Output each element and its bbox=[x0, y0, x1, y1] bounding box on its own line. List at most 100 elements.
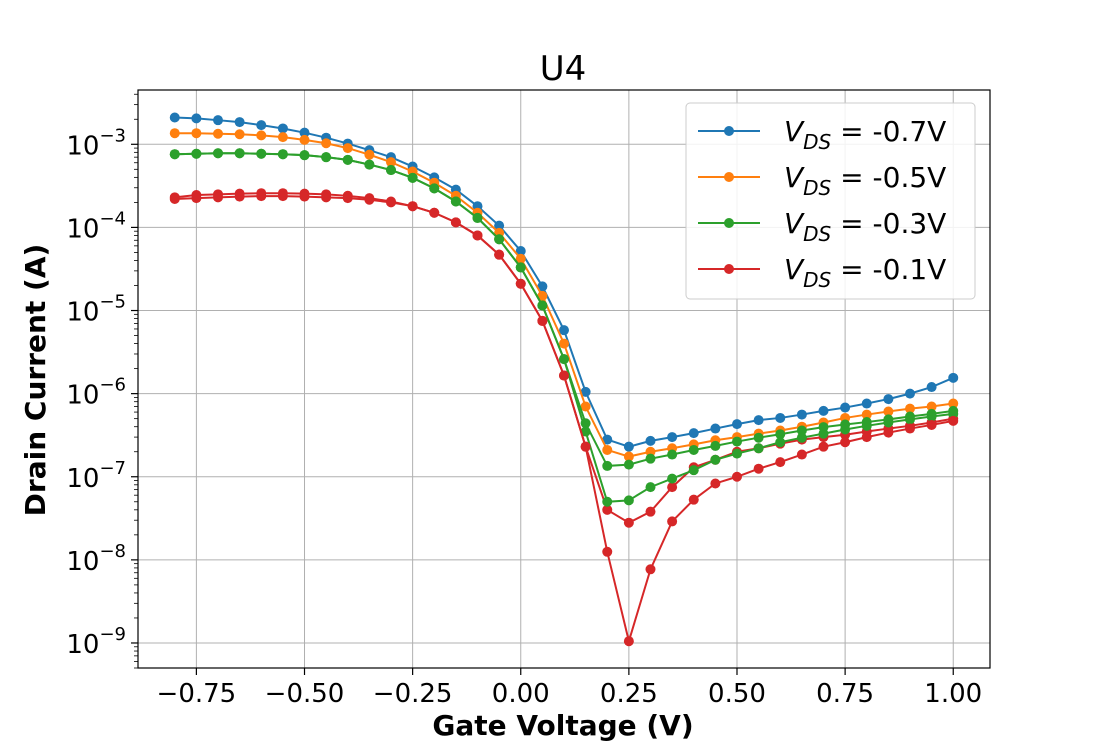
data-point bbox=[840, 424, 851, 435]
data-point bbox=[580, 441, 591, 452]
data-point bbox=[645, 453, 656, 464]
data-point bbox=[667, 449, 678, 460]
data-point bbox=[342, 154, 353, 165]
data-point bbox=[731, 448, 742, 459]
y-tick-label: 10−6 bbox=[66, 375, 126, 411]
y-tick-base: 10 bbox=[66, 381, 99, 411]
data-point bbox=[602, 444, 613, 455]
data-point bbox=[623, 636, 634, 647]
data-point bbox=[537, 315, 548, 326]
data-point bbox=[277, 191, 288, 202]
data-point bbox=[559, 370, 569, 381]
data-point bbox=[602, 504, 613, 515]
data-point bbox=[926, 382, 937, 393]
data-point bbox=[364, 194, 375, 205]
data-point bbox=[429, 183, 440, 194]
data-point bbox=[645, 435, 656, 446]
y-tick-base: 10 bbox=[66, 131, 99, 161]
data-point bbox=[645, 564, 656, 575]
data-point bbox=[559, 325, 569, 336]
data-point bbox=[256, 148, 267, 159]
legend-item: VDS = -0.5V bbox=[698, 161, 946, 200]
data-point bbox=[472, 212, 483, 223]
data-point bbox=[191, 113, 202, 124]
data-point bbox=[191, 128, 202, 139]
data-point bbox=[234, 191, 245, 202]
data-point bbox=[926, 401, 937, 412]
data-point bbox=[688, 444, 699, 455]
data-point bbox=[515, 278, 526, 289]
data-point bbox=[213, 115, 224, 126]
x-axis-title: Gate Voltage (V) bbox=[432, 709, 693, 742]
data-point bbox=[537, 281, 548, 292]
ticks-layer: −0.75 −0.50 −0.25 0.00 0.25 0.50 0.75 1.0010−91… bbox=[66, 93, 982, 709]
data-point bbox=[256, 130, 267, 141]
y-axis-title: Drain Current (A) bbox=[19, 244, 52, 517]
legend-box bbox=[685, 102, 976, 300]
data-point bbox=[537, 290, 548, 301]
data-point bbox=[948, 408, 959, 419]
data-point bbox=[667, 432, 678, 443]
data-point bbox=[904, 388, 915, 399]
data-point bbox=[731, 419, 742, 430]
data-point bbox=[948, 398, 959, 409]
data-point bbox=[688, 494, 699, 505]
y-tick-exponent: −3 bbox=[99, 125, 126, 146]
data-point bbox=[580, 401, 591, 412]
data-point bbox=[191, 148, 202, 159]
data-point bbox=[775, 429, 786, 440]
data-point bbox=[234, 129, 245, 140]
x-tick-label: 1.00 bbox=[924, 679, 982, 709]
legend-label: VDS = -0.1V bbox=[784, 253, 946, 292]
data-point bbox=[407, 172, 418, 183]
data-point bbox=[818, 405, 829, 416]
data-point bbox=[602, 434, 613, 445]
data-point bbox=[342, 143, 353, 154]
data-point bbox=[645, 482, 656, 493]
data-point bbox=[796, 449, 807, 460]
data-point bbox=[753, 463, 764, 474]
data-point bbox=[450, 217, 461, 228]
data-point bbox=[883, 406, 894, 417]
x-tick-label: −0.25 bbox=[373, 679, 453, 709]
series-5 bbox=[169, 191, 959, 647]
data-point bbox=[277, 149, 288, 160]
y-tick-label: 10−7 bbox=[66, 458, 126, 494]
data-point bbox=[710, 423, 721, 434]
y-tick-base: 10 bbox=[66, 547, 99, 577]
data-point bbox=[559, 354, 569, 365]
y-tick-label: 10−8 bbox=[66, 541, 126, 577]
data-point bbox=[299, 191, 310, 202]
data-point bbox=[623, 441, 634, 452]
legend-label: VDS = -0.3V bbox=[784, 207, 946, 246]
data-point bbox=[580, 386, 591, 397]
y-tick-exponent: −9 bbox=[99, 624, 126, 645]
data-point bbox=[667, 482, 678, 493]
data-point bbox=[623, 495, 634, 506]
data-point bbox=[515, 253, 526, 264]
data-point bbox=[840, 437, 851, 448]
data-point bbox=[948, 415, 959, 426]
data-point bbox=[602, 546, 613, 557]
data-point bbox=[213, 128, 224, 139]
data-point bbox=[234, 117, 245, 128]
y-tick-exponent: −6 bbox=[99, 375, 126, 396]
data-point bbox=[321, 192, 332, 203]
x-tick-label: 0.50 bbox=[708, 679, 766, 709]
data-point bbox=[602, 496, 613, 507]
data-point bbox=[277, 123, 288, 134]
data-point bbox=[883, 417, 894, 428]
data-point bbox=[904, 414, 915, 425]
data-point bbox=[753, 432, 764, 443]
data-point bbox=[861, 409, 872, 420]
data-point bbox=[494, 249, 505, 260]
y-tick-label: 10−4 bbox=[66, 208, 126, 244]
legend: VDS = -0.7V VDS = -0.5V VDS = -0.3V VDS = -… bbox=[685, 102, 976, 300]
data-point bbox=[926, 411, 937, 422]
data-point bbox=[256, 191, 267, 202]
y-tick-base: 10 bbox=[66, 298, 99, 328]
data-point bbox=[861, 432, 872, 443]
data-point bbox=[688, 465, 699, 476]
data-point bbox=[494, 220, 505, 231]
data-point bbox=[840, 402, 851, 413]
